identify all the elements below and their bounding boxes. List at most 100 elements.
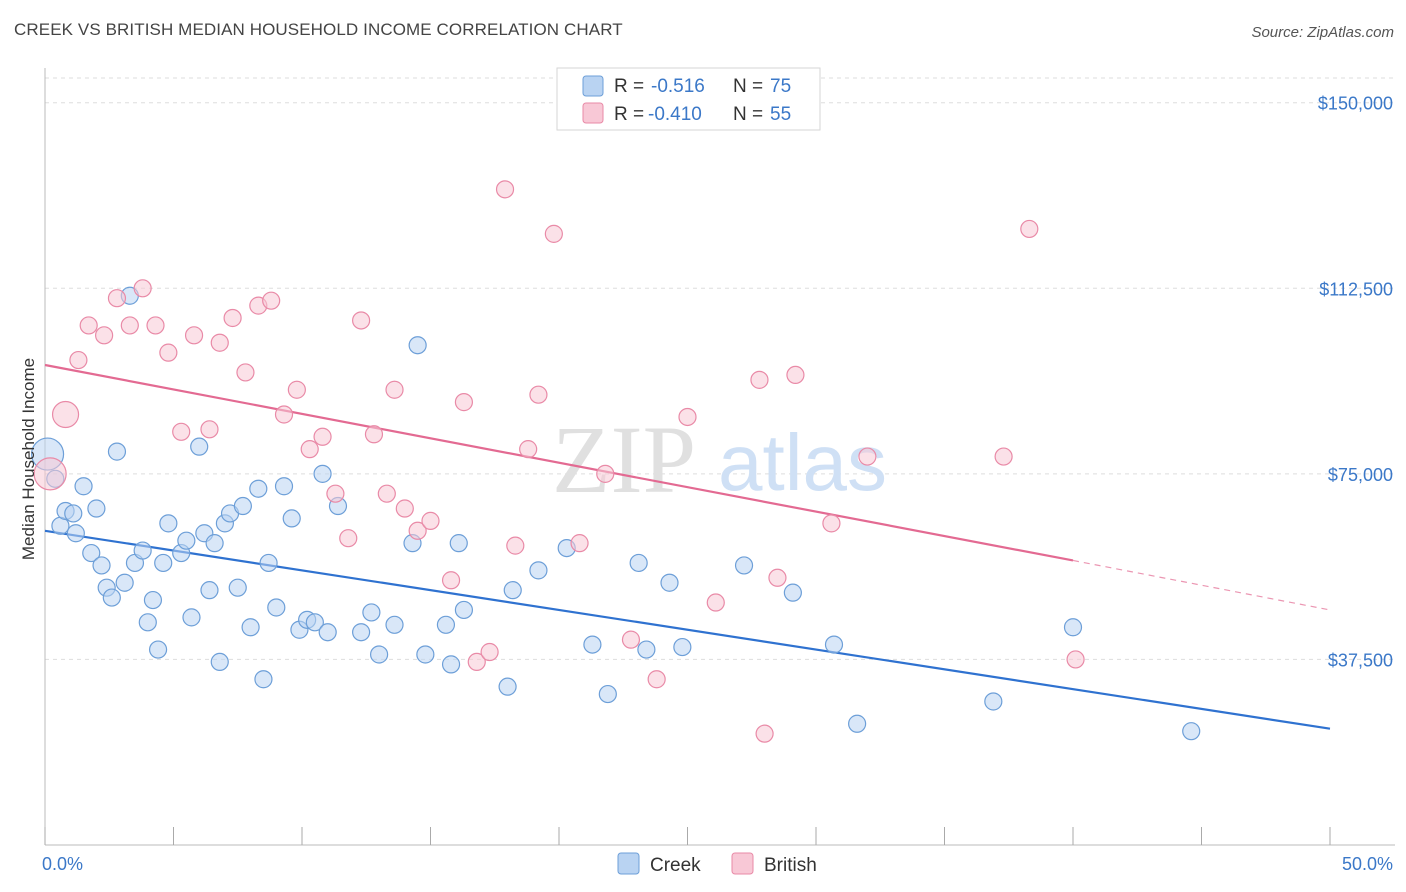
point-creek xyxy=(154,553,173,573)
trend-lines xyxy=(44,363,1331,730)
point-creek xyxy=(436,615,456,634)
point-british xyxy=(274,405,294,424)
point-creek xyxy=(1182,722,1201,741)
point-creek xyxy=(503,581,522,600)
point-british xyxy=(678,407,697,427)
point-creek xyxy=(74,477,93,496)
point-british xyxy=(33,457,67,491)
point-british xyxy=(287,380,306,399)
point-british xyxy=(706,593,725,612)
point-british xyxy=(364,425,384,444)
point-british xyxy=(421,511,440,530)
point-british xyxy=(200,420,219,439)
point-creek xyxy=(259,553,278,573)
y-tick-label: $75,000 xyxy=(1328,465,1393,485)
point-creek xyxy=(848,714,867,733)
point-creek xyxy=(984,692,1003,711)
legend-swatch-british xyxy=(582,102,604,124)
point-creek xyxy=(82,543,101,563)
point-british xyxy=(223,308,242,328)
watermark: ZIP atlas xyxy=(552,406,887,513)
point-creek xyxy=(210,652,229,672)
point-british xyxy=(570,534,589,553)
point-creek xyxy=(177,531,196,550)
x-tick-labels: 0.0% 50.0% xyxy=(42,854,1393,874)
point-british xyxy=(822,514,841,533)
point-creek xyxy=(441,655,461,674)
point-british xyxy=(51,400,80,429)
y-axis-label: Median Household Income xyxy=(19,358,38,560)
y-tick-labels: $37,500 $75,000 $112,500 $150,000 xyxy=(1318,94,1393,671)
point-british xyxy=(480,642,499,662)
point-british xyxy=(1020,219,1039,239)
point-creek xyxy=(734,556,754,575)
point-creek xyxy=(1063,618,1083,637)
watermark-zip: ZIP xyxy=(552,406,696,513)
legend-n-label-creek: N = xyxy=(733,76,763,97)
point-british xyxy=(768,568,787,587)
point-british xyxy=(313,427,332,446)
point-british xyxy=(172,422,191,441)
point-british xyxy=(621,630,641,649)
point-british xyxy=(519,440,538,459)
point-british xyxy=(385,380,404,399)
point-creek xyxy=(115,573,134,592)
trend-extension-british xyxy=(1072,559,1331,611)
point-creek xyxy=(783,583,802,602)
chart-title: CREEK VS BRITISH MEDIAN HOUSEHOLD INCOME… xyxy=(14,20,623,39)
point-creek xyxy=(138,613,157,632)
point-british xyxy=(236,363,255,382)
point-creek xyxy=(107,442,127,461)
trend-line-british xyxy=(44,363,1074,562)
point-british xyxy=(395,499,414,518)
point-creek xyxy=(148,640,168,659)
point-british xyxy=(994,447,1013,466)
point-creek xyxy=(159,514,178,533)
point-creek xyxy=(449,534,468,553)
legend-r-label-british: R = xyxy=(614,104,644,125)
point-creek xyxy=(385,615,404,634)
point-british xyxy=(377,484,396,503)
point-british xyxy=(408,521,427,540)
point-creek xyxy=(66,524,85,543)
point-british xyxy=(184,326,204,345)
point-british xyxy=(529,385,548,404)
y-tick-label: $37,500 xyxy=(1328,650,1393,670)
point-british xyxy=(750,370,769,389)
point-british xyxy=(339,529,358,548)
bottom-legend-british: British xyxy=(764,855,817,876)
point-creek xyxy=(64,504,83,523)
point-british xyxy=(786,365,805,385)
point-creek xyxy=(228,578,247,597)
point-creek xyxy=(182,608,201,627)
point-creek xyxy=(370,645,389,664)
point-british xyxy=(159,343,178,362)
point-creek xyxy=(673,637,692,657)
bottom-legend-swatch-british xyxy=(731,852,754,875)
bottom-legend: Creek British xyxy=(617,852,817,876)
point-british xyxy=(107,289,127,308)
point-british xyxy=(95,326,114,345)
point-creek xyxy=(583,635,602,654)
bottom-legend-creek: Creek xyxy=(650,855,701,876)
point-creek xyxy=(282,509,301,528)
point-british xyxy=(146,316,165,335)
point-british xyxy=(755,724,774,743)
point-british xyxy=(858,447,877,466)
point-creek xyxy=(190,437,209,456)
point-creek xyxy=(254,670,273,689)
point-creek xyxy=(529,561,548,580)
point-creek xyxy=(274,477,294,496)
point-british xyxy=(300,440,319,459)
point-british xyxy=(506,536,525,555)
point-creek xyxy=(498,677,517,696)
point-british xyxy=(454,393,474,412)
point-creek xyxy=(133,541,152,560)
point-british xyxy=(467,652,486,672)
point-creek xyxy=(598,684,617,704)
watermark-atlas: atlas xyxy=(718,418,887,507)
point-british xyxy=(1066,650,1085,669)
point-creek xyxy=(205,534,224,553)
point-creek xyxy=(660,573,679,592)
point-creek xyxy=(305,613,324,632)
